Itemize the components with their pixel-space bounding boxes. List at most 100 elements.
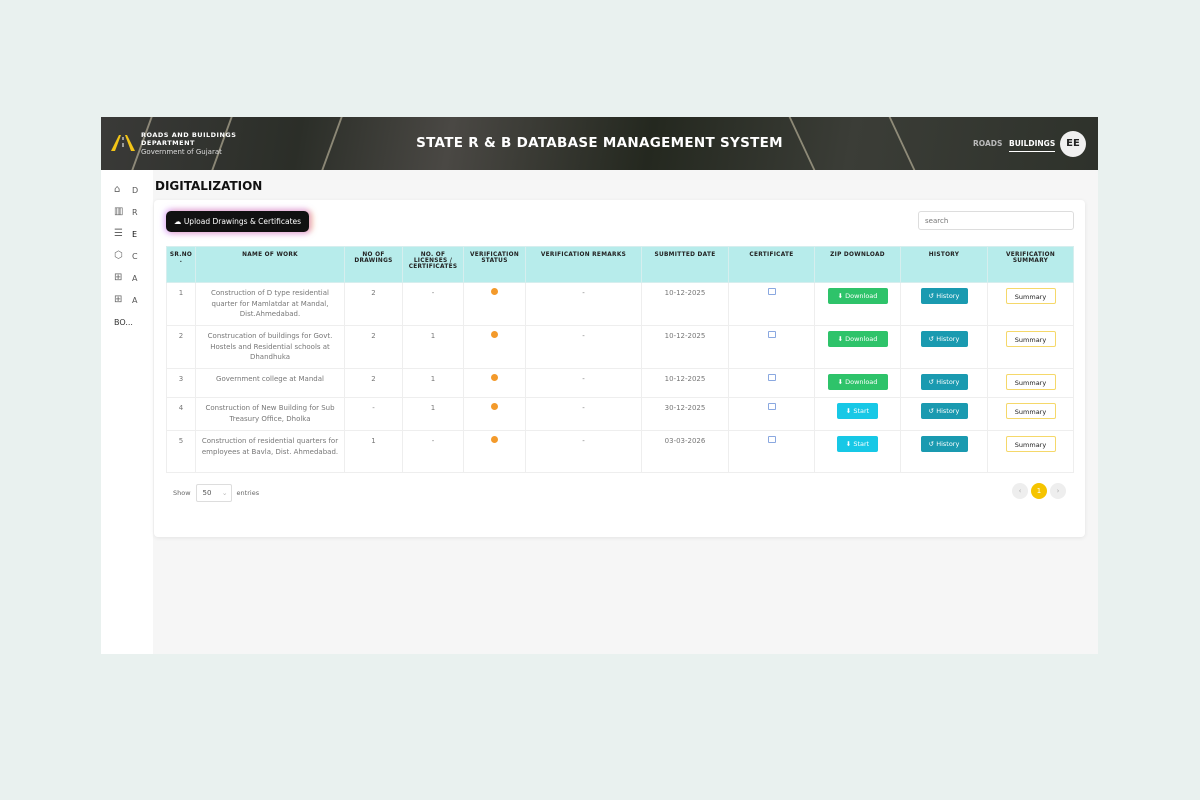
show-label: Show [173, 489, 191, 497]
column-header: CERTIFICATE [728, 246, 815, 283]
history-button[interactable]: ↺ History [920, 436, 968, 452]
summary-button[interactable]: Summary [1005, 436, 1056, 452]
start-button[interactable]: ⬇ Start [837, 436, 878, 452]
avatar[interactable]: EE [1060, 131, 1086, 157]
summary-button[interactable]: Summary [1005, 331, 1056, 347]
drawings-count: 2 [344, 325, 403, 369]
zip-label: Download [845, 378, 878, 386]
history-label: History [936, 378, 960, 386]
certificate-icon[interactable] [767, 403, 776, 410]
column-header: NO. OF LICENSES / CERTIFICATES [402, 246, 464, 283]
chevron-down-icon: ⌄ [221, 489, 228, 497]
verification-status [463, 430, 526, 473]
page-title: DIGITALIZATION [155, 179, 263, 193]
zip-label: Download [845, 292, 878, 300]
sr-no: 2 [166, 325, 196, 369]
submitted-date: 03-03-2026 [641, 430, 729, 473]
history-cell: ↺ History [900, 368, 988, 398]
table-row: 2 Construcation of buildings for Govt. H… [166, 325, 1074, 369]
summary-cell: Summary [987, 325, 1074, 369]
submitted-date: 10-12-2025 [641, 368, 729, 398]
entries-select[interactable]: 50 ⌄ [195, 484, 232, 502]
upload-button[interactable]: ☁ Upload Drawings & Certificates [166, 211, 309, 232]
licenses-count: 1 [402, 325, 464, 369]
column-header: SUBMITTED DATE [641, 246, 729, 283]
sidebar-item-footer[interactable]: BO... [114, 318, 133, 327]
certificate-icon[interactable] [767, 374, 776, 381]
summary-cell: Summary [987, 368, 1074, 398]
sidebar-item-3[interactable]: ☰ E [114, 229, 137, 239]
zip-label: Download [845, 335, 878, 343]
certificate-icon[interactable] [767, 288, 776, 295]
history-icon: ↺ [928, 440, 937, 448]
history-cell: ↺ History [900, 430, 988, 473]
verification-remarks: - [525, 282, 642, 326]
clock-icon [491, 374, 498, 381]
dept-name: ROADS AND BUILDINGS DEPARTMENT [141, 131, 237, 147]
search-input[interactable] [918, 211, 1074, 230]
sidebar-item-6[interactable]: ⊞ A [114, 295, 137, 305]
header: ROADS AND BUILDINGS DEPARTMENT Governmen… [101, 117, 1098, 170]
page-1-button[interactable]: 1 [1031, 483, 1047, 499]
page-size: Show 50 ⌄ entries [173, 484, 259, 502]
download-icon: ⬇ [837, 378, 846, 386]
certificate-icon[interactable] [767, 331, 776, 338]
summary-button[interactable]: Summary [1005, 288, 1056, 304]
drawings-count: 1 [344, 430, 403, 473]
nav-buildings[interactable]: BUILDINGS [1009, 139, 1056, 152]
sidebar-label: C [132, 251, 138, 261]
column-header: VERIFICATION SUMMARY [987, 246, 1074, 283]
chart-icon: ▥ [114, 206, 124, 217]
work-name: Construction of New Building for Sub Tre… [195, 397, 345, 431]
work-name: Construcation of buildings for Govt. Hos… [195, 325, 345, 369]
history-icon: ↺ [928, 378, 937, 386]
download-button[interactable]: ⬇ Download [827, 374, 888, 390]
history-label: History [936, 292, 960, 300]
verification-status [463, 368, 526, 398]
zip-label: Start [853, 440, 870, 448]
cube-icon: ⬡ [114, 250, 123, 261]
work-name: Construction of residential quarters for… [195, 430, 345, 473]
sidebar: ⌂ D ▥ R ☰ E ⬡ C ⊞ A ⊞ A BO... [101, 170, 153, 654]
sidebar-item-4[interactable]: ⬡ C [114, 251, 138, 261]
download-icon: ⬇ [845, 440, 854, 448]
logo-icon [111, 135, 135, 151]
licenses-count: 1 [402, 397, 464, 431]
column-header: VERIFICATION REMARKS [525, 246, 642, 283]
history-cell: ↺ History [900, 397, 988, 431]
sr-no: 5 [166, 430, 196, 473]
home-icon: ⌂ [114, 184, 121, 195]
verification-status [463, 325, 526, 369]
history-button[interactable]: ↺ History [920, 288, 968, 304]
sr-no: 3 [166, 368, 196, 398]
sidebar-label: A [132, 295, 138, 305]
history-button[interactable]: ↺ History [920, 374, 968, 390]
start-button[interactable]: ⬇ Start [837, 403, 878, 419]
clock-icon [491, 403, 498, 410]
history-label: History [936, 335, 960, 343]
drawings-count: 2 [344, 368, 403, 398]
history-button[interactable]: ↺ History [920, 403, 968, 419]
history-button[interactable]: ↺ History [920, 331, 968, 347]
certificate-icon[interactable] [767, 436, 776, 443]
summary-button[interactable]: Summary [1005, 403, 1056, 419]
download-button[interactable]: ⬇ Download [827, 288, 888, 304]
sr-no: 1 [166, 282, 196, 326]
table-row: 1 Construction of D type residential qua… [166, 282, 1074, 326]
entries-label: entries [236, 489, 260, 497]
download-button[interactable]: ⬇ Download [827, 331, 888, 347]
summary-button[interactable]: Summary [1005, 374, 1056, 390]
prev-page-button[interactable]: ‹ [1012, 483, 1028, 499]
sidebar-item-5[interactable]: ⊞ A [114, 273, 137, 283]
summary-cell: Summary [987, 282, 1074, 326]
next-page-button[interactable]: › [1050, 483, 1066, 499]
column-header: NAME OF WORK [195, 246, 345, 283]
nav-roads[interactable]: ROADS [973, 139, 1003, 148]
sidebar-item-2[interactable]: ▥ R [114, 207, 138, 217]
verification-remarks: - [525, 368, 642, 398]
certificate-cell [728, 430, 815, 473]
sidebar-item-1[interactable]: ⌂ D [114, 185, 138, 195]
column-header: HISTORY [900, 246, 988, 283]
content-card: ☁ Upload Drawings & Certificates SR.NO .… [154, 200, 1085, 537]
submitted-date: 10-12-2025 [641, 282, 729, 326]
